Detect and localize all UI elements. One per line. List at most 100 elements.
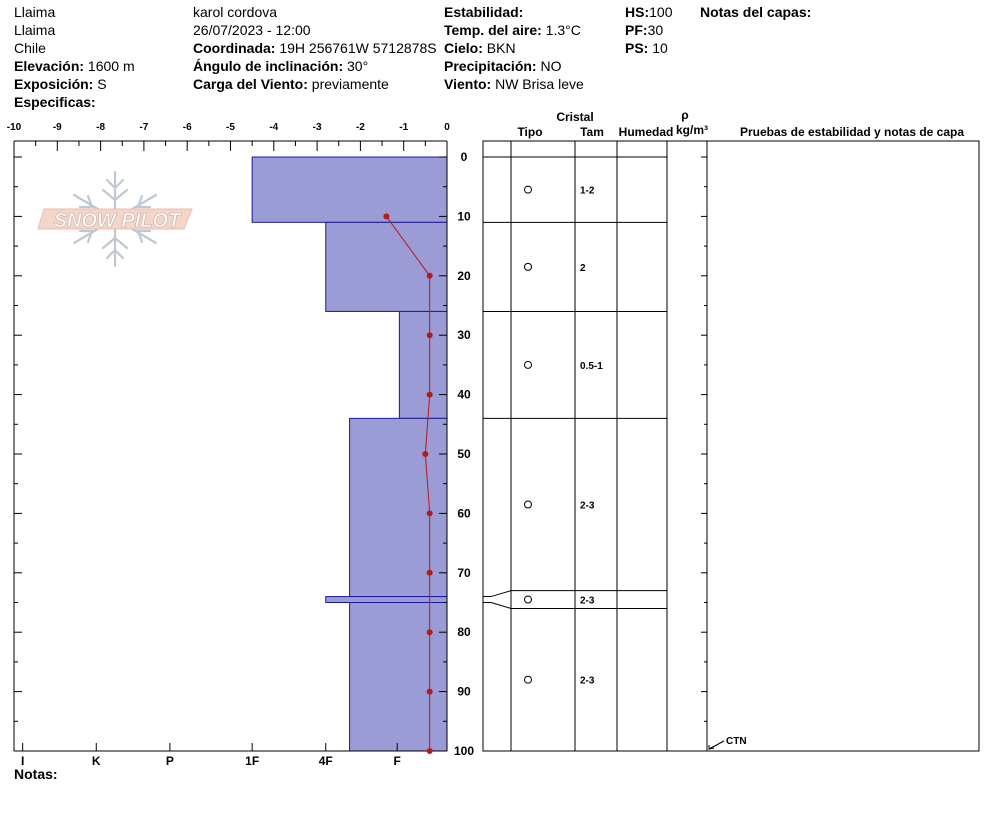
tipo-header: Tipo — [517, 125, 542, 139]
elevation-value: 1600 m — [87, 58, 135, 74]
hardness-layer-bar — [349, 602, 448, 752]
temperature-tick-label: -1 — [399, 122, 408, 133]
wind-load-value: previamente — [311, 76, 389, 92]
specifics: Especificas: — [14, 93, 96, 111]
temperature-point — [426, 688, 433, 695]
hs-label: HS: — [625, 4, 650, 20]
exposure-label: Exposición: — [14, 76, 94, 92]
wind-load: Carga del Viento: previamente — [193, 75, 389, 93]
cristal-header: Cristal — [556, 110, 593, 124]
crystal-size: 2-3 — [580, 500, 595, 511]
ps-value: 10 — [652, 40, 668, 56]
hardness-layer-bar — [349, 417, 448, 598]
crystal-size: 1-2 — [580, 186, 595, 197]
hardness-tick-label: 1F — [245, 754, 259, 768]
test-marker-line — [708, 740, 725, 750]
coordinate-label: Coordinada: — [193, 40, 276, 56]
hs: HS:100 — [625, 3, 672, 21]
air-temp-label: Temp. del aire: — [444, 22, 542, 38]
pf: PF:30 — [625, 21, 663, 39]
location-country: Chile — [14, 40, 46, 56]
crystal-size: 2-3 — [580, 596, 595, 607]
hardness-layers — [251, 156, 448, 752]
temperature-line — [385, 216, 431, 751]
stability-label: Estabilidad: — [444, 4, 524, 20]
temperature-tick-label: -7 — [139, 122, 148, 133]
wind: Viento: NW Brisa leve — [444, 75, 584, 93]
temperature-tick-label: -8 — [96, 122, 105, 133]
location-area: Llaima — [14, 22, 56, 38]
hardness-tick-label: 4F — [319, 754, 333, 768]
hardness-tick-label: P — [166, 754, 174, 768]
wind-load-label: Carga del Viento: — [193, 76, 308, 92]
wind-value: NW Brisa leve — [495, 76, 584, 92]
crystal-round-icon — [524, 360, 532, 369]
layer-table: 1-2 2 0.5-1 2-3 2-3 2-3 CTN — [482, 140, 980, 752]
temperature-point — [383, 213, 390, 220]
ps: PS: 10 — [625, 39, 668, 57]
temperature-point — [426, 629, 433, 636]
logo-text: SNOW PILOT — [54, 210, 182, 232]
depth-tick-label: 60 — [457, 506, 471, 520]
hs-value: 100 — [649, 4, 673, 20]
elevation-label: Elevación: — [14, 58, 85, 74]
coordinate: Coordinada: 19H 256761W 5712878S — [193, 39, 437, 57]
crystal-round-icon — [524, 262, 532, 271]
depth-tick-label: 70 — [457, 566, 471, 580]
depth-tick-label: 10 — [457, 209, 471, 223]
temperature-point — [422, 451, 429, 457]
temperature-tick-label: -6 — [183, 122, 192, 133]
observer: karol cordova — [193, 4, 278, 20]
exposure: Exposición: S — [14, 75, 107, 93]
rho-header: ρ — [681, 108, 688, 122]
temperature-point — [426, 510, 433, 517]
crystal-size: 2 — [580, 263, 586, 274]
hardness-tick-label: I — [21, 754, 24, 768]
tam-header: Tam — [580, 125, 604, 139]
test-marker-label: CTN — [726, 736, 747, 747]
temperature-tick-label: -4 — [269, 122, 278, 133]
slope-angle: Ángulo de inclinación: 30° — [193, 57, 368, 75]
precipitation-label: Precipitación: — [444, 58, 537, 74]
humedad-header: Humedad — [619, 125, 674, 139]
hardness-tick-label: K — [92, 754, 101, 768]
crystal-round-icon — [524, 185, 532, 194]
hardness-layer-bar — [325, 596, 448, 603]
depth-tick-label: 50 — [457, 447, 471, 461]
hardness-layer-bar — [398, 310, 448, 419]
notes-label: Notas: — [14, 766, 58, 782]
table-frame — [482, 140, 980, 752]
pf-label: PF: — [625, 22, 648, 38]
temperature-point — [426, 748, 433, 754]
precipitation-value: NO — [540, 58, 562, 74]
air-temp: Temp. del aire: 1.3°C — [444, 21, 581, 39]
crystal-round-icon — [524, 500, 532, 509]
temperature-tick-label: -3 — [313, 122, 322, 133]
depth-tick-label: 100 — [454, 744, 474, 758]
location-zone: Llaima — [14, 4, 56, 20]
density-unit: kg/m³ — [676, 123, 708, 137]
exposure-value: S — [97, 76, 107, 92]
temperature-point — [426, 569, 433, 576]
crystal-round-icon — [524, 595, 532, 604]
depth-tick-label: 0 — [461, 150, 468, 164]
air-temp-value: 1.3°C — [545, 22, 581, 38]
depth-tick-label: 80 — [457, 625, 471, 639]
specifics-label: Especificas: — [14, 94, 96, 110]
sky: Cielo: BKN — [444, 39, 516, 57]
slope-label: Ángulo de inclinación: — [193, 58, 344, 74]
logo-banner — [37, 208, 193, 230]
temperature-tick-label: -10 — [7, 122, 22, 133]
layer-notes-heading: Notas del capas: — [700, 4, 812, 20]
temperature-tick-label: -2 — [356, 122, 365, 133]
precipitation: Precipitación: NO — [444, 57, 561, 75]
depth-tick-label: 90 — [457, 685, 471, 699]
hardness-layer-bar — [325, 221, 448, 312]
coordinate-value: 19H 256761W 5712878S — [279, 40, 437, 56]
depth-tick-label: 40 — [457, 388, 471, 402]
wind-label: Viento: — [444, 76, 492, 92]
sky-label: Cielo: — [444, 40, 483, 56]
depth-tick-label: 30 — [457, 328, 471, 342]
temperature-tick-label: -5 — [226, 122, 235, 133]
tests-header: Pruebas de estabilidad y notas de capa — [740, 125, 964, 139]
